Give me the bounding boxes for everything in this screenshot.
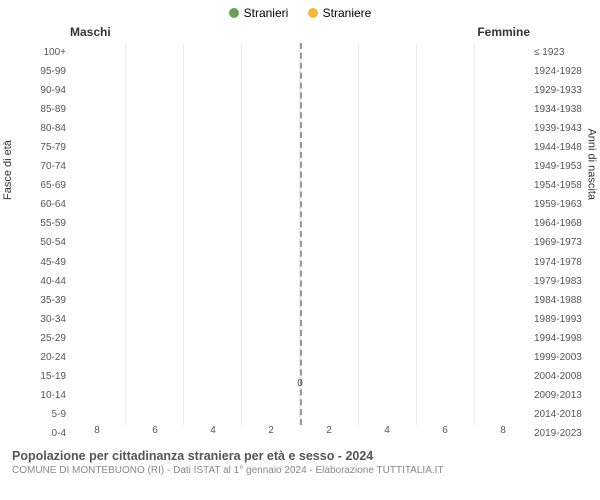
age-tick: 10-14 [8, 390, 68, 401]
birth-tick: 1934-1938 [532, 104, 592, 115]
age-tick: 40-44 [8, 276, 68, 287]
center-line [300, 43, 302, 425]
age-tick: 45-49 [8, 257, 68, 268]
chart-area: 100+ 95-99 90-94 85-89 80-84 75-79 70-74 65-69 6… [0, 43, 600, 443]
age-tick: 25-29 [8, 333, 68, 344]
xaxis: 2468 2468 [68, 425, 532, 443]
birth-tick: 1994-1998 [532, 333, 592, 344]
birth-tick: 1949-1953 [532, 161, 592, 172]
yaxis-right: ≤ 1923 1924-1928 1929-1933 1934-1938 1939-19… [532, 43, 592, 443]
xtick: 2 [242, 425, 300, 443]
birth-tick: 2019-2023 [532, 428, 592, 439]
age-tick: 70-74 [8, 161, 68, 172]
birth-tick: 1929-1933 [532, 85, 592, 96]
birth-tick: 2004-2008 [532, 371, 592, 382]
age-tick: 55-59 [8, 218, 68, 229]
xtick: 8 [474, 425, 532, 443]
age-tick: 80-84 [8, 123, 68, 134]
birth-tick: 2009-2013 [532, 390, 592, 401]
birth-tick: 1979-1983 [532, 276, 592, 287]
age-tick: 30-34 [8, 314, 68, 325]
legend-label-female: Straniere [323, 6, 372, 20]
age-tick: 5-9 [8, 409, 68, 420]
birth-tick: ≤ 1923 [532, 47, 592, 58]
age-tick: 50-54 [8, 237, 68, 248]
age-tick: 65-69 [8, 180, 68, 191]
age-tick: 85-89 [8, 104, 68, 115]
yaxis-left: 100+ 95-99 90-94 85-89 80-84 75-79 70-74 65-69 6… [8, 43, 68, 443]
legend-swatch-female-icon [308, 8, 318, 18]
birth-tick: 1964-1968 [532, 218, 592, 229]
legend-item-female: Straniere [308, 6, 372, 20]
age-tick: 90-94 [8, 85, 68, 96]
header-male: Maschi [70, 25, 111, 39]
legend: Stranieri Straniere [0, 0, 600, 23]
xtick: 6 [416, 425, 474, 443]
birth-tick: 1959-1963 [532, 199, 592, 210]
footer: Popolazione per cittadinanza straniera p… [0, 443, 600, 476]
age-tick: 100+ [8, 47, 68, 58]
age-tick: 0-4 [8, 428, 68, 439]
xtick: 8 [68, 425, 126, 443]
footer-subtitle: COMUNE DI MONTEBUONO (RI) - Dati ISTAT a… [12, 465, 588, 476]
yaxis-title-left: Fasce di età [2, 140, 14, 200]
age-tick: 95-99 [8, 66, 68, 77]
xtick: 4 [184, 425, 242, 443]
legend-swatch-male-icon [229, 8, 239, 18]
header-female: Femmine [477, 25, 530, 39]
birth-tick: 1989-1993 [532, 314, 592, 325]
xtick-zero: 0 [297, 378, 303, 389]
xtick: 2 [300, 425, 358, 443]
legend-label-male: Stranieri [244, 6, 289, 20]
birth-tick: 1939-1943 [532, 123, 592, 134]
birth-tick: 1954-1958 [532, 180, 592, 191]
birth-tick: 2014-2018 [532, 409, 592, 420]
plot-area: 2468 2468 0 [68, 43, 532, 443]
age-tick: 15-19 [8, 371, 68, 382]
column-headers: Maschi Femmine [0, 23, 600, 43]
birth-tick: 1969-1973 [532, 237, 592, 248]
xtick: 6 [126, 425, 184, 443]
birth-tick: 1944-1948 [532, 142, 592, 153]
xtick: 4 [358, 425, 416, 443]
birth-tick: 1984-1988 [532, 295, 592, 306]
age-tick: 60-64 [8, 199, 68, 210]
age-tick: 20-24 [8, 352, 68, 363]
age-tick: 75-79 [8, 142, 68, 153]
yaxis-title-right: Anni di nascita [586, 128, 598, 200]
birth-tick: 1974-1978 [532, 257, 592, 268]
legend-item-male: Stranieri [229, 6, 289, 20]
birth-tick: 1999-2003 [532, 352, 592, 363]
footer-title: Popolazione per cittadinanza straniera p… [12, 449, 588, 463]
age-tick: 35-39 [8, 295, 68, 306]
birth-tick: 1924-1928 [532, 66, 592, 77]
